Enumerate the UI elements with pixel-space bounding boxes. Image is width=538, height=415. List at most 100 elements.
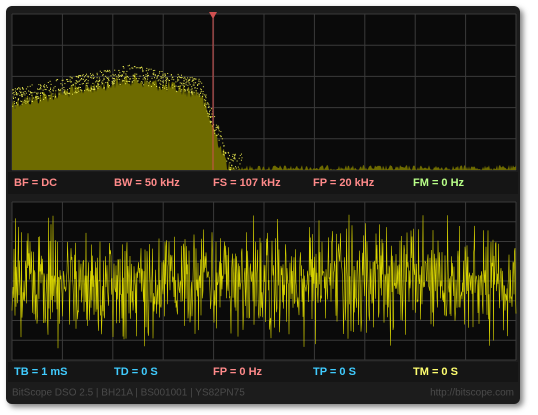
spectrum-dot <box>145 70 147 72</box>
spectrum-dot <box>87 80 89 82</box>
spectrum-dot <box>208 106 210 107</box>
status-label[interactable]: FM = 0 Hz <box>413 177 465 189</box>
spectrum-dot <box>27 86 29 88</box>
spectrum-dot <box>127 80 129 82</box>
spectrum-dot <box>30 92 31 94</box>
spectrum-dot <box>211 121 213 123</box>
spectrum-dot <box>228 152 230 154</box>
spectrum-dot <box>207 112 209 114</box>
spectrum-dot <box>46 86 48 88</box>
spectrum-dot <box>171 78 173 80</box>
spectrum-dot <box>241 157 243 159</box>
spectrum-dot <box>66 79 67 81</box>
spectrum-dot <box>82 82 84 84</box>
spectrum-dot <box>93 77 95 78</box>
spectrum-dot <box>86 82 88 84</box>
spectrum-dot <box>24 94 26 96</box>
spectrum-dot <box>68 81 70 82</box>
spectrum-dot <box>118 74 120 76</box>
spectrum-dot <box>162 75 164 77</box>
spectrum-dot <box>205 106 206 108</box>
spectrum-dot <box>205 99 207 101</box>
waveform <box>11 214 517 349</box>
spectrum-dot <box>53 87 55 89</box>
spectrum-dot <box>158 86 160 88</box>
spectrum-dot <box>106 77 108 78</box>
spectrum-dot <box>136 73 138 75</box>
spectrum-dot <box>160 76 162 77</box>
spectrum-dot <box>187 80 189 82</box>
spectrum-dot <box>160 80 162 82</box>
status-label[interactable]: BW = 50 kHz <box>114 177 180 189</box>
spectrum-dot <box>208 107 210 108</box>
spectrum-dot <box>175 90 177 92</box>
spectrum-dot <box>154 69 156 71</box>
spectrum-dot <box>76 81 78 83</box>
spectrum-dot <box>126 70 128 72</box>
status-label[interactable]: FS = 107 kHz <box>213 177 281 189</box>
status-label[interactable]: TD = 0 S <box>114 366 158 378</box>
spectrum-dot <box>147 69 149 71</box>
spectrum-dot <box>178 76 180 78</box>
spectrum-dot <box>101 83 103 85</box>
spectrum-dot <box>125 76 127 78</box>
status-label[interactable]: FP = 0 Hz <box>213 366 263 378</box>
spectrum-dot <box>167 73 169 74</box>
status-label[interactable]: TM = 0 S <box>413 366 458 378</box>
spectrum-dot <box>216 126 218 128</box>
spectrum-dot <box>81 83 83 85</box>
status-label[interactable]: FP = 20 kHz <box>313 177 375 189</box>
spectrum-dot <box>206 102 208 104</box>
spectrum-dot <box>137 80 139 82</box>
spectrum-dot <box>132 77 134 79</box>
spectrum-dot <box>211 108 213 110</box>
spectrum-dot <box>205 94 207 96</box>
spectrum-dot <box>125 83 127 85</box>
spectrum-dot <box>201 82 203 84</box>
spectrum-dot <box>147 72 149 74</box>
spectrum-dot <box>130 78 131 80</box>
spectrum-dot <box>106 70 108 72</box>
spectrum-dot <box>12 105 14 107</box>
time-trace <box>11 214 517 349</box>
spectrum-dot <box>120 76 122 77</box>
spectrum-dot <box>123 80 125 82</box>
spectrum-dot <box>161 71 163 72</box>
spectrum-dot <box>127 75 128 77</box>
spectrum-dot <box>175 81 177 83</box>
spectrum-dot <box>44 86 46 88</box>
spectrum-dot <box>21 101 23 103</box>
spectrum-dot <box>160 83 162 85</box>
status-label[interactable]: TP = 0 S <box>313 366 356 378</box>
spectrum-dot <box>81 78 83 80</box>
status-label[interactable]: TB = 1 mS <box>14 366 68 378</box>
spectrum-dot <box>50 88 51 90</box>
marker-handle[interactable] <box>209 12 217 19</box>
spectrum-dot <box>178 88 180 90</box>
spectrum-dot <box>112 73 114 75</box>
spectrum-dot <box>25 100 27 102</box>
spectrum-dot <box>85 75 87 77</box>
spectrum-dot <box>145 74 147 76</box>
status-label[interactable]: BF = DC <box>14 177 57 189</box>
footer-url[interactable]: http://bitscope.com <box>430 388 514 399</box>
spectrum-dot <box>108 78 110 80</box>
spectrum-dot <box>184 86 185 88</box>
spectrum-dot <box>106 82 108 84</box>
spectrum-dot <box>181 89 183 91</box>
spectrum-dot <box>211 116 213 118</box>
spectrum-dot <box>29 91 31 93</box>
spectrum-dot <box>118 69 120 71</box>
spectrum-dot <box>37 98 39 99</box>
spectrum-dot <box>166 82 167 84</box>
spectrum-dot <box>219 135 221 137</box>
spectrum-dot <box>43 85 44 87</box>
spectrum-dot <box>72 84 74 86</box>
spectrum-dot <box>162 82 164 84</box>
spectrum-dot <box>166 87 168 89</box>
spectrum-dot <box>202 86 204 88</box>
spectrum-dot <box>131 80 133 82</box>
spectrum-dot <box>163 80 165 82</box>
spectrum-dot <box>112 81 114 83</box>
spectrum-dot <box>19 88 21 90</box>
